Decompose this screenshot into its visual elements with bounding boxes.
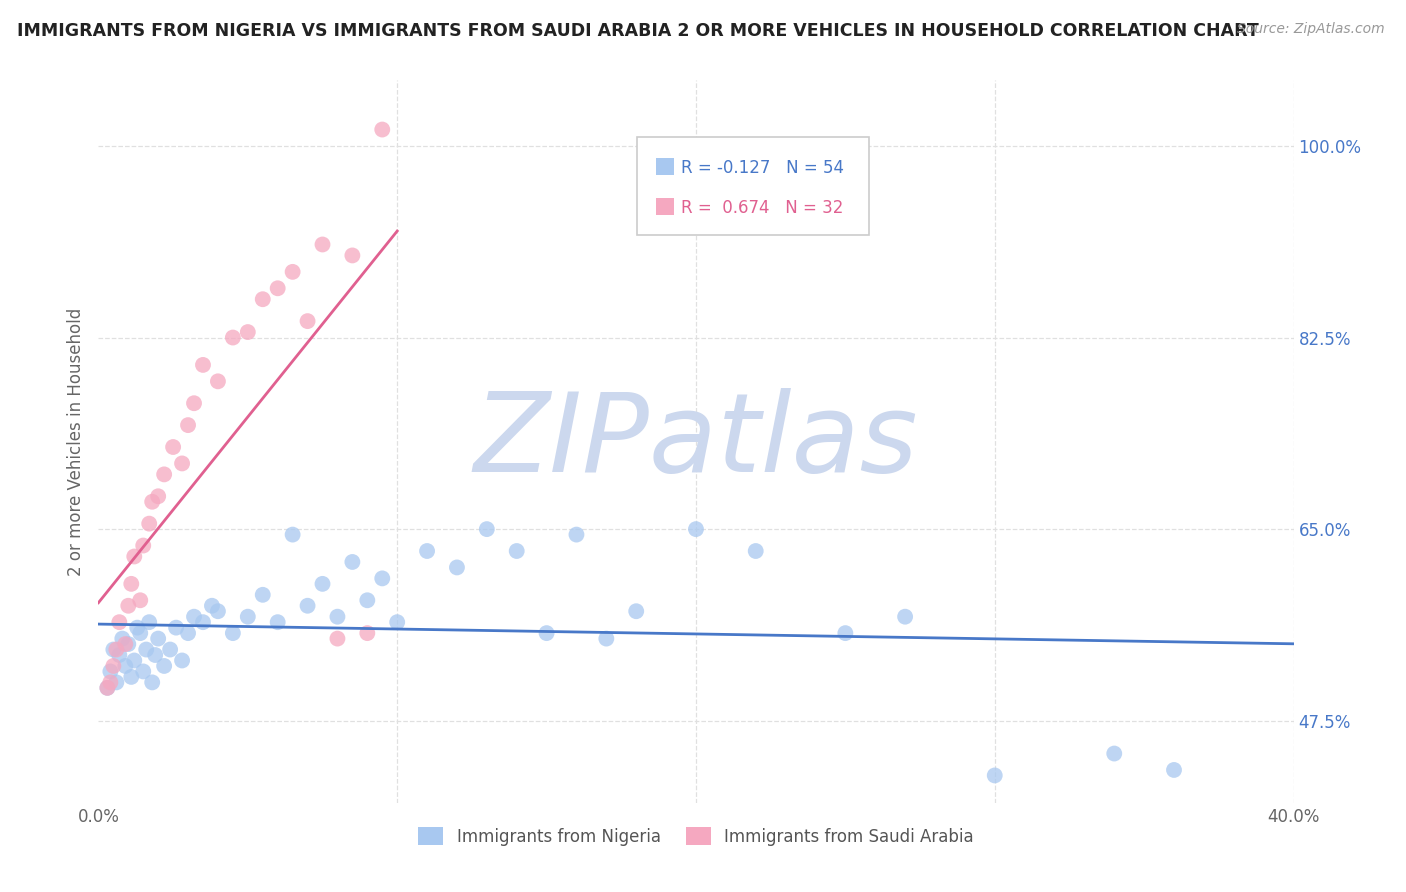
- Point: [165, 621, 187, 635]
- Text: R =  0.674   N = 32: R = 0.674 N = 32: [681, 199, 844, 218]
- Text: ZIPatlas: ZIPatlas: [474, 388, 918, 495]
- Point: [98, 675, 122, 690]
- Point: [103, 659, 125, 673]
- Point: [1163, 763, 1185, 777]
- Point: [98, 665, 122, 679]
- Point: [117, 599, 139, 613]
- Point: [446, 560, 468, 574]
- Point: [252, 588, 274, 602]
- Text: IMMIGRANTS FROM NIGERIA VS IMMIGRANTS FROM SAUDI ARABIA 2 OR MORE VEHICLES IN HO: IMMIGRANTS FROM NIGERIA VS IMMIGRANTS FR…: [17, 22, 1258, 40]
- Point: [111, 632, 134, 646]
- Point: [385, 615, 409, 630]
- Point: [129, 593, 152, 607]
- Point: [105, 642, 128, 657]
- Point: [148, 489, 170, 503]
- Point: [177, 626, 200, 640]
- Point: [475, 522, 498, 536]
- Point: [894, 609, 917, 624]
- Point: [201, 599, 224, 613]
- Text: Source: ZipAtlas.com: Source: ZipAtlas.com: [1237, 22, 1385, 37]
- Point: [207, 604, 229, 618]
- Point: [159, 642, 181, 657]
- Point: [267, 281, 290, 295]
- Point: [153, 659, 176, 673]
- Point: [124, 549, 146, 564]
- Point: [297, 314, 319, 328]
- Point: [117, 637, 139, 651]
- Point: [371, 122, 394, 136]
- Legend: Immigrants from Nigeria, Immigrants from Saudi Arabia: Immigrants from Nigeria, Immigrants from…: [412, 821, 980, 852]
- Point: [108, 648, 131, 662]
- Point: [281, 265, 304, 279]
- Y-axis label: 2 or more Vehicles in Household: 2 or more Vehicles in Household: [66, 308, 84, 575]
- Text: R = -0.127   N = 54: R = -0.127 N = 54: [681, 159, 844, 178]
- Point: [96, 681, 118, 695]
- Point: [183, 396, 205, 410]
- Point: [132, 665, 155, 679]
- Point: [129, 626, 152, 640]
- Point: [172, 457, 194, 471]
- Point: [120, 670, 142, 684]
- Point: [745, 544, 768, 558]
- Point: [356, 626, 378, 640]
- Point: [984, 768, 1007, 782]
- Point: [148, 632, 170, 646]
- Point: [297, 599, 319, 613]
- Point: [207, 374, 229, 388]
- Point: [222, 330, 245, 344]
- Point: [267, 615, 290, 630]
- Point: [103, 642, 125, 657]
- Point: [105, 675, 128, 690]
- Point: [222, 626, 245, 640]
- Point: [416, 544, 439, 558]
- Point: [183, 609, 205, 624]
- Point: [236, 325, 259, 339]
- Point: [371, 571, 394, 585]
- Point: [143, 648, 166, 662]
- Point: [252, 292, 274, 306]
- Point: [685, 522, 707, 536]
- Point: [127, 621, 149, 635]
- Point: [1104, 747, 1126, 761]
- Point: [236, 609, 259, 624]
- Point: [132, 539, 155, 553]
- Point: [138, 516, 160, 531]
- Point: [342, 248, 364, 262]
- Point: [162, 440, 184, 454]
- Point: [326, 632, 349, 646]
- Point: [834, 626, 856, 640]
- Point: [342, 555, 364, 569]
- Point: [595, 632, 617, 646]
- Point: [565, 527, 588, 541]
- Point: [311, 577, 333, 591]
- Point: [153, 467, 176, 482]
- Point: [506, 544, 529, 558]
- Point: [120, 577, 142, 591]
- Point: [536, 626, 558, 640]
- Point: [141, 675, 163, 690]
- Point: [356, 593, 378, 607]
- Point: [114, 659, 136, 673]
- Point: [138, 615, 160, 630]
- Point: [177, 418, 200, 433]
- Point: [114, 637, 136, 651]
- Point: [172, 653, 194, 667]
- Point: [108, 615, 131, 630]
- Point: [626, 604, 648, 618]
- Point: [326, 609, 349, 624]
- Point: [281, 527, 304, 541]
- Point: [191, 358, 214, 372]
- Point: [141, 494, 163, 508]
- Point: [124, 653, 146, 667]
- Point: [135, 642, 157, 657]
- Point: [311, 237, 333, 252]
- Point: [191, 615, 214, 630]
- Point: [96, 681, 118, 695]
